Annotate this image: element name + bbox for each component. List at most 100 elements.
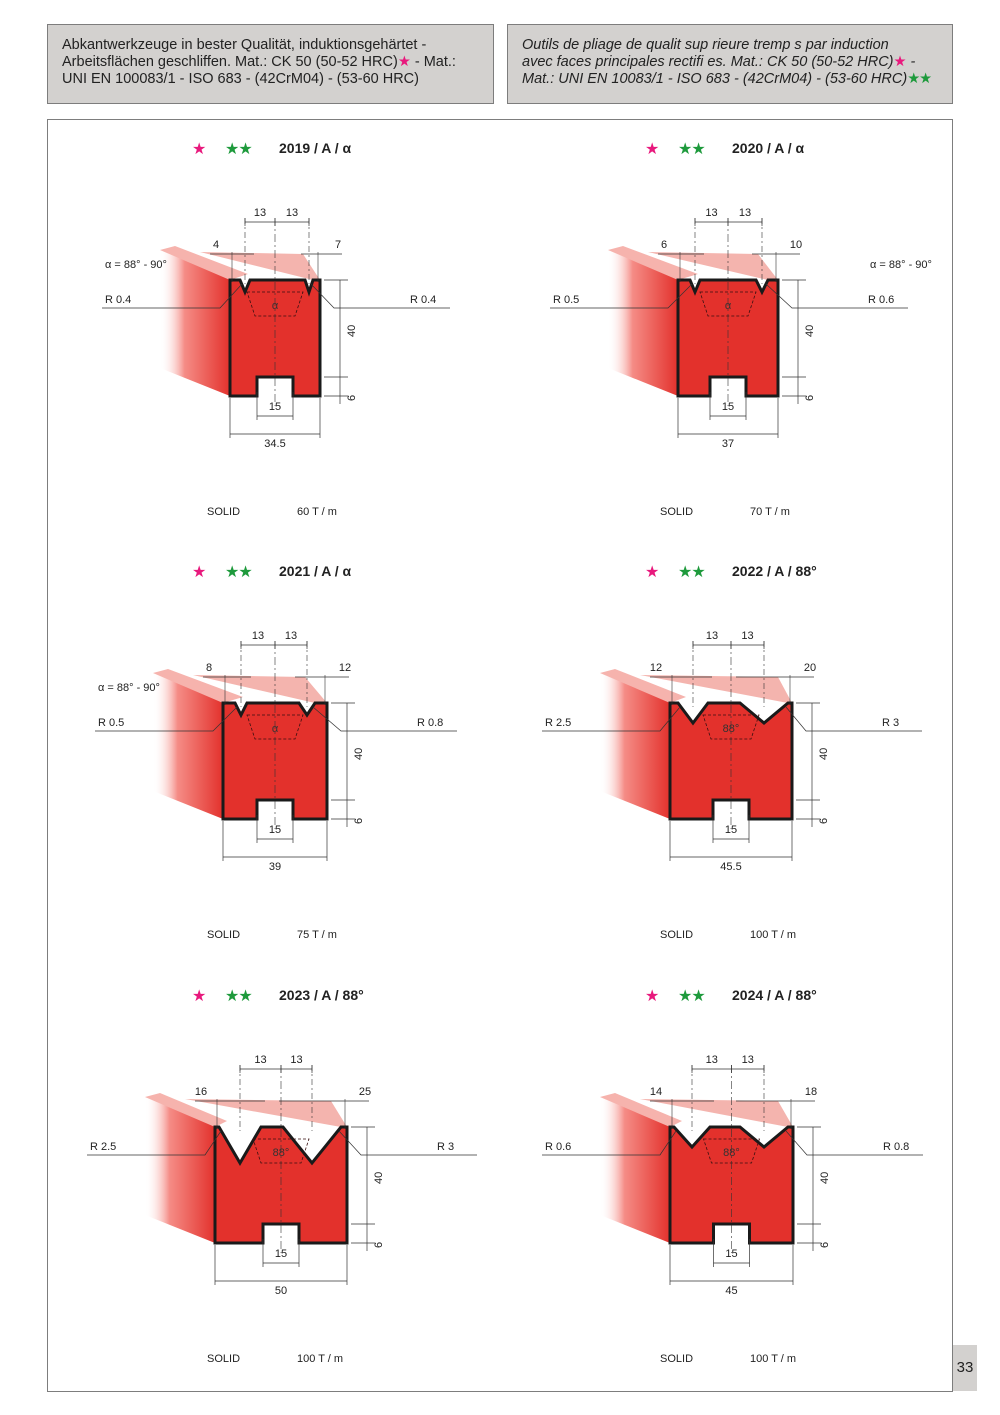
tool-drawing xyxy=(102,218,450,438)
pink-star-icon: ★ xyxy=(397,54,411,70)
height-label: 40 xyxy=(373,1171,385,1184)
tool-capacity: 70 T / m xyxy=(750,506,790,518)
header-french-line1: Outils de pliage de qualit sup rieure tr… xyxy=(522,37,889,53)
dim-outer-right: 25 xyxy=(358,1086,372,1098)
dim-outer-left: 16 xyxy=(194,1086,208,1098)
header-german: Abkantwerkzeuge in bester Qualität, indu… xyxy=(47,24,494,104)
angle-label: α xyxy=(724,300,732,312)
radius-right-label: R 3 xyxy=(882,717,900,729)
tool-type: SOLID xyxy=(207,1353,241,1365)
dim-top-right: 13 xyxy=(741,630,754,642)
height-label: 40 xyxy=(804,324,816,337)
base-height-label: 6 xyxy=(373,1241,385,1248)
dim-outer-left: 8 xyxy=(205,662,213,674)
width-label: 39 xyxy=(268,861,282,873)
tool-drawing xyxy=(87,1065,477,1285)
radius-left-label: R 0.4 xyxy=(105,294,132,306)
angle-label: α xyxy=(271,300,279,312)
radius-left-label: R 2.5 xyxy=(90,1141,117,1153)
dim-outer-right: 20 xyxy=(803,662,817,674)
tool-title-row: ★ ★★ 2024 / A / 88° xyxy=(500,987,900,1009)
tool-panel: ★ ★★ 2019 / A / α 13 13 4 7 R 0.4 R 0.4 α 40 6 15 34.… xyxy=(47,140,450,540)
radius-right-label: R 0.8 xyxy=(417,717,444,729)
header-french-line3: Mat.: UNI EN 10083/1 - ISO 683 - (42CrM0… xyxy=(522,71,940,88)
green-stars-icon: ★★ xyxy=(225,141,253,158)
height-label: 40 xyxy=(819,1171,831,1184)
tool-type: SOLID xyxy=(207,506,241,518)
tool-title-row: ★ ★★ 2021 / A / α xyxy=(47,563,447,585)
radius-left-label: R 2.5 xyxy=(545,717,572,729)
header-french-line2b: - xyxy=(906,54,916,70)
tool-capacity: 100 T / m xyxy=(750,929,797,941)
slot-width-label: 15 xyxy=(724,824,738,836)
tool-code: 2022 / A / 88° xyxy=(732,563,817,579)
tool-type: SOLID xyxy=(660,929,694,941)
angle-label: 88° xyxy=(723,1147,740,1159)
header-french-line2a: avec faces principales rectifi es. Mat.:… xyxy=(522,54,894,70)
pink-star-icon: ★ xyxy=(192,141,207,158)
dim-top-right: 13 xyxy=(284,630,298,642)
angle-label: α xyxy=(271,723,279,735)
tool-type: SOLID xyxy=(660,1353,694,1365)
dim-outer-left: 6 xyxy=(660,239,668,251)
tool-code: 2024 / A / 88° xyxy=(732,987,817,1003)
angle-label: 88° xyxy=(722,723,740,735)
dim-outer-right: 10 xyxy=(789,239,803,251)
tool-drawing xyxy=(95,641,457,861)
header-german-line1: Abkantwerkzeuge in bester Qualität, indu… xyxy=(62,37,427,53)
header-german-line2a: Arbeitsflächen geschliffen. Mat.: CK 50 … xyxy=(62,54,398,70)
green-stars-icon: ★★ xyxy=(225,988,253,1005)
green-stars-icon: ★★ xyxy=(678,564,706,581)
angle-note: α = 88° - 90° xyxy=(870,259,932,271)
width-label: 37 xyxy=(721,438,735,450)
header-german-line2: Arbeitsflächen geschliffen. Mat.: CK 50 … xyxy=(62,54,481,71)
pink-star-icon: ★ xyxy=(645,988,660,1005)
green-stars-icon: ★★ xyxy=(225,564,253,581)
slot-width-label: 15 xyxy=(274,1248,288,1260)
width-label: 45.5 xyxy=(720,861,742,873)
dim-top-left: 13 xyxy=(705,1054,718,1066)
pink-star-icon: ★ xyxy=(192,564,207,581)
tool-title-row: ★ ★★ 2019 / A / α xyxy=(47,140,447,162)
angle-label: 88° xyxy=(272,1147,290,1159)
dim-outer-left: 12 xyxy=(649,662,663,674)
dim-outer-left: 4 xyxy=(212,239,220,251)
radius-left-label: R 0.6 xyxy=(545,1141,572,1153)
tool-code: 2023 / A / 88° xyxy=(279,987,364,1003)
slot-width-label: 15 xyxy=(268,824,282,836)
pink-star-icon: ★ xyxy=(645,141,660,158)
dim-top-left: 13 xyxy=(253,207,267,219)
dim-top-left: 13 xyxy=(705,630,719,642)
radius-right-label: R 3 xyxy=(437,1141,455,1153)
tool-capacity: 60 T / m xyxy=(297,506,337,518)
radius-left-label: R 0.5 xyxy=(98,717,125,729)
tool-type: SOLID xyxy=(660,506,694,518)
tool-panel: ★ ★★ 2022 / A / 88° 13 13 12 20 R 2.5 R 3 88° 40 6 1… xyxy=(500,563,922,963)
slot-width-label: 15 xyxy=(725,1248,738,1260)
header-german-line3: UNI EN 100083/1 - ISO 683 - (42CrM04) - … xyxy=(62,71,419,87)
tool-panel: ★ ★★ 2024 / A / 88° 13 13 14 18 R 0.6 R 0.8 88° 40… xyxy=(500,987,923,1387)
dim-outer-right: 18 xyxy=(804,1086,818,1098)
dim-top-left: 13 xyxy=(254,1054,267,1066)
dim-top-right: 13 xyxy=(290,1054,303,1066)
base-height-label: 6 xyxy=(353,817,365,824)
height-label: 40 xyxy=(818,747,830,760)
angle-note: α = 88° - 90° xyxy=(98,682,160,694)
width-label: 45 xyxy=(725,1285,738,1297)
dim-outer-right: 7 xyxy=(334,239,342,251)
angle-note: α = 88° - 90° xyxy=(105,259,167,271)
tool-panel: ★ ★★ 2020 / A / α 13 13 6 10 R 0.5 R 0.6 α 40 6 15 37… xyxy=(500,140,932,540)
tool-code: 2020 / A / α xyxy=(732,140,805,156)
tool-capacity: 100 T / m xyxy=(297,1353,344,1365)
radius-right-label: R 0.8 xyxy=(883,1141,910,1153)
base-height-label: 6 xyxy=(346,394,358,401)
base-height-label: 6 xyxy=(804,394,816,401)
dim-top-right: 13 xyxy=(285,207,299,219)
pink-star-icon: ★ xyxy=(893,54,907,70)
tool-drawing xyxy=(542,1065,923,1285)
tool-type: SOLID xyxy=(207,929,241,941)
base-height-label: 6 xyxy=(819,1241,831,1248)
tool-title-row: ★ ★★ 2020 / A / α xyxy=(500,140,900,162)
green-stars-icon: ★★ xyxy=(678,988,706,1005)
pink-star-icon: ★ xyxy=(645,564,660,581)
